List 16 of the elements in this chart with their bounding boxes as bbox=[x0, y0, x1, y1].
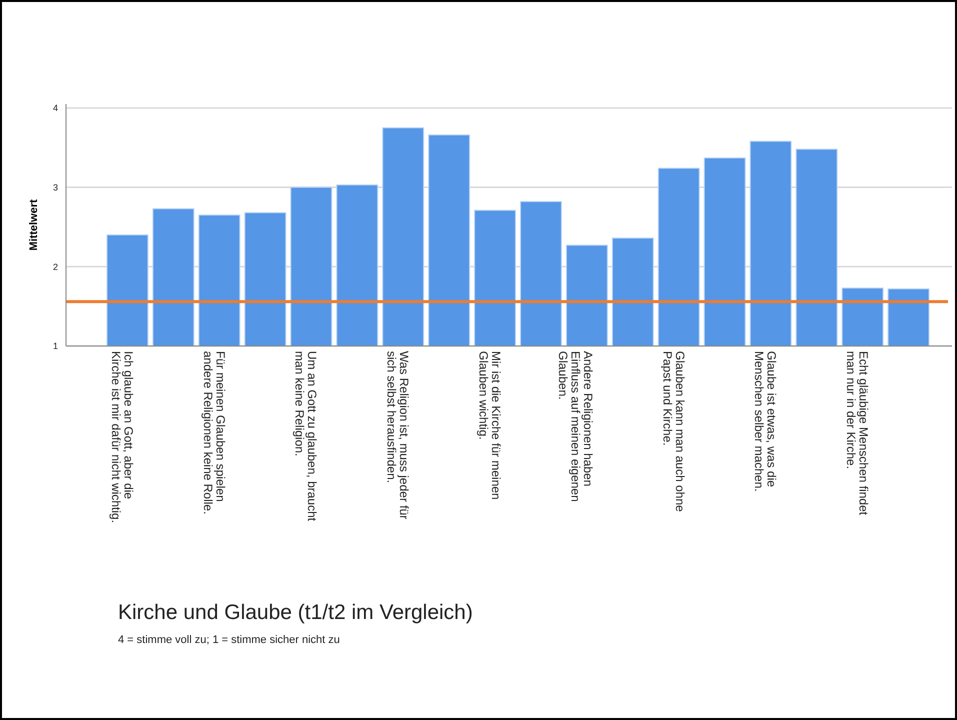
text: 4 = stimme voll zu; 1 = stimme sicher nicht zu bbox=[118, 634, 340, 646]
y-tick-label: 1 bbox=[52, 341, 58, 352]
y-tick-label: 4 bbox=[52, 103, 58, 114]
x-tick-label: Für meinen Glauben spielen andere Religionen keine Rolle. bbox=[200, 351, 228, 514]
x-tick-label: Echt gläubige Menschen findet man nur in der Kirche. bbox=[844, 351, 871, 516]
x-tick-label: Mir ist die Kirche für meinen Glauben wichtig. bbox=[476, 351, 504, 500]
text: Kirche und Glaube (t1/t2 im Vergleich) bbox=[118, 601, 473, 624]
y-tick-label: 3 bbox=[52, 182, 58, 192]
y-axis-title: Mittelwert bbox=[28, 199, 40, 251]
x-tick-label: Andere Religionen haben Einfluss auf meinen eigenen Glauben. bbox=[556, 351, 595, 502]
x-tick-label: Um an Gott zu glauben, braucht man keine Religion. bbox=[292, 351, 320, 522]
x-tick-label: Ich glaube an Gott, aber die Kirche ist mir dafür nicht wichtig. bbox=[108, 351, 136, 524]
x-tick-label: Was Religion ist, muss jeder für sich selbst herausfinden. bbox=[384, 351, 412, 520]
x-tick-label: Glauben kann man auch ohne Papst und Kirche. bbox=[660, 351, 687, 512]
y-tick-label: 2 bbox=[52, 262, 58, 272]
x-tick-label: Glaube ist etwas, was die Menschen selber machen. bbox=[752, 351, 779, 492]
